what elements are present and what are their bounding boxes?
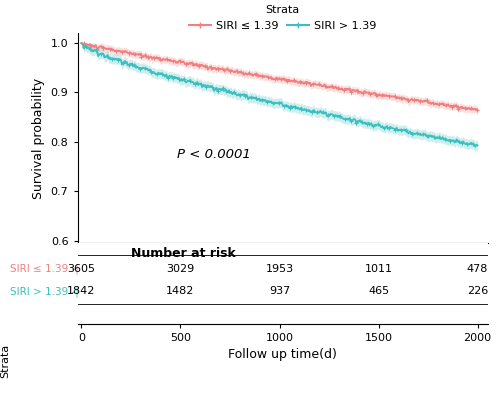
Y-axis label: Survival probability: Survival probability bbox=[32, 78, 45, 199]
Text: Number at risk: Number at risk bbox=[131, 247, 236, 260]
X-axis label: Follow up time(d): Follow up time(d) bbox=[228, 348, 337, 361]
Text: 226: 226 bbox=[467, 286, 488, 296]
Text: 1482: 1482 bbox=[166, 286, 194, 296]
Text: SIRI > 1.39 -|: SIRI > 1.39 -| bbox=[10, 286, 78, 297]
Text: 478: 478 bbox=[467, 264, 488, 274]
Text: 3029: 3029 bbox=[166, 264, 194, 274]
Legend: SIRI ≤ 1.39, SIRI > 1.39: SIRI ≤ 1.39, SIRI > 1.39 bbox=[189, 5, 376, 31]
Text: 1953: 1953 bbox=[266, 264, 293, 274]
Text: 3605: 3605 bbox=[68, 264, 96, 274]
Text: Strata: Strata bbox=[0, 344, 10, 378]
Text: 1011: 1011 bbox=[364, 264, 392, 274]
Text: 1842: 1842 bbox=[68, 286, 96, 296]
Text: 465: 465 bbox=[368, 286, 389, 296]
Text: 937: 937 bbox=[269, 286, 290, 296]
Text: SIRI ≤ 1.39 -|: SIRI ≤ 1.39 -| bbox=[10, 264, 78, 274]
Text: P < 0.0001: P < 0.0001 bbox=[176, 148, 250, 161]
